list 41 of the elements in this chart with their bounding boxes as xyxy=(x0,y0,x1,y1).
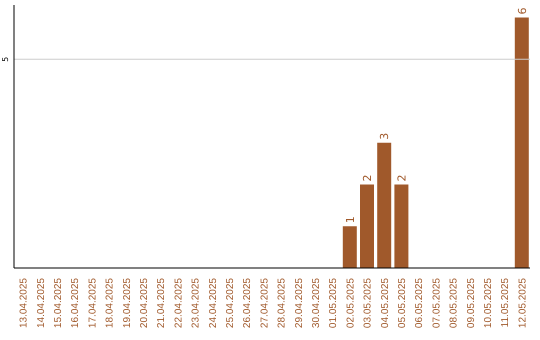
x-tick-label: 18.04.2025 xyxy=(104,278,116,328)
x-tick-label: 10.05.2025 xyxy=(483,278,494,328)
x-tick-label: 03.05.2025 xyxy=(362,278,374,328)
x-tick-label: 29.04.2025 xyxy=(294,278,305,328)
data-label: 2 xyxy=(361,174,374,182)
x-tick-label: 14.04.2025 xyxy=(36,278,47,328)
bar xyxy=(342,226,357,268)
ref-line-label: 5 xyxy=(1,56,10,62)
x-tick-label: 15.04.2025 xyxy=(53,278,64,328)
x-tick-label: 17.04.2025 xyxy=(87,278,98,328)
x-tick-label: 19.04.2025 xyxy=(122,278,133,328)
x-tick-label: 12.05.2025 xyxy=(517,278,528,328)
data-label: 1 xyxy=(344,216,357,224)
x-tick-label: 22.04.2025 xyxy=(173,278,184,328)
data-label: 2 xyxy=(395,174,408,182)
x-tick-label: 08.05.2025 xyxy=(448,278,460,328)
x-tick-label: 09.05.2025 xyxy=(466,278,477,328)
x-tick-label: 25.04.2025 xyxy=(225,278,236,328)
x-tick-label: 04.05.2025 xyxy=(380,278,391,328)
x-tick-label: 21.04.2025 xyxy=(156,278,168,328)
x-tick-label: 11.05.2025 xyxy=(500,278,512,328)
x-tick-label: 06.05.2025 xyxy=(414,278,426,328)
x-tick-label: 24.04.2025 xyxy=(208,278,219,328)
bar xyxy=(377,142,392,268)
bar xyxy=(360,184,374,268)
data-label: 6 xyxy=(516,8,529,15)
x-tick-label: 27.04.2025 xyxy=(259,278,270,328)
x-tick-label: 01.05.2025 xyxy=(328,278,340,328)
bar xyxy=(394,184,408,268)
x-tick-label: 20.04.2025 xyxy=(139,278,150,328)
x-tick-label: 13.04.2025 xyxy=(18,278,30,328)
x-tick-label: 02.05.2025 xyxy=(345,278,356,328)
x-tick-label: 23.04.2025 xyxy=(190,278,202,328)
x-tick-label: 07.05.2025 xyxy=(431,278,442,328)
x-tick-label: 16.04.2025 xyxy=(70,278,82,328)
x-tick-label: 26.04.2025 xyxy=(242,278,254,328)
x-tick-label: 30.04.2025 xyxy=(311,278,322,328)
x-tick-label: 05.05.2025 xyxy=(397,278,408,328)
bar xyxy=(514,18,529,268)
x-tick-label: 28.04.2025 xyxy=(276,278,288,328)
data-label: 3 xyxy=(378,132,392,140)
